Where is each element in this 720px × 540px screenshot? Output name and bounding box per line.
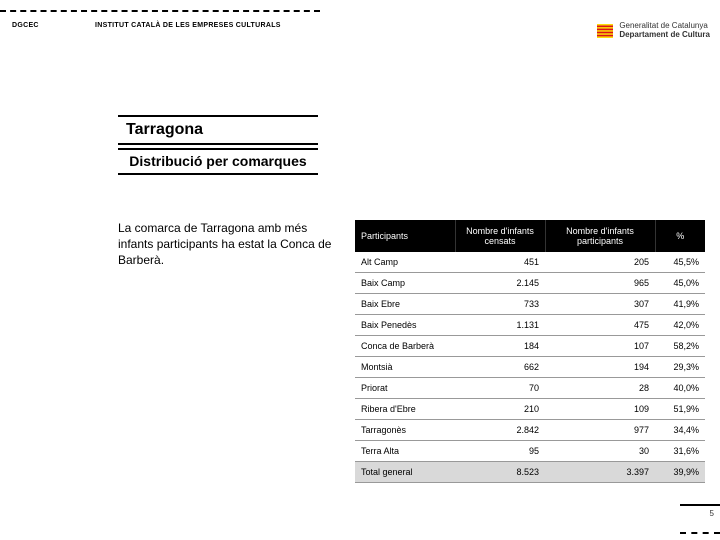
table-row: Terra Alta953031,6% [355,441,705,462]
table-cell: 451 [455,252,545,273]
table-cell: 51,9% [655,399,705,420]
table-cell: 58,2% [655,336,705,357]
table-cell: 70 [455,378,545,399]
header-left-code: DGCEC [0,22,55,29]
table-row: Baix Camp2.14596545,0% [355,273,705,294]
table-cell: 29,3% [655,357,705,378]
gencat-logo: Generalitat de Catalunya Departament de … [597,22,710,40]
title-text: Tarragona [126,121,310,139]
top-dashed-border [0,10,320,12]
th-percent: % [655,220,705,252]
body-paragraph: La comarca de Tarragona amb més infants … [118,220,338,269]
table-cell: 45,5% [655,252,705,273]
title-box: Tarragona [118,115,318,145]
th-infants-participants: Nombre d'infants participants [545,220,655,252]
table-cell: 28 [545,378,655,399]
table-cell: 109 [545,399,655,420]
table-row: Tarragonès2.84297734,4% [355,420,705,441]
subtitle-box: Distribució per comarques [118,148,318,175]
senyera-icon [597,24,613,38]
table-row: Ribera d'Ebre21010951,9% [355,399,705,420]
comarques-table: Participants Nombre d'infants censats No… [355,220,705,483]
table-row: Conca de Barberà18410758,2% [355,336,705,357]
table-total-cell: 8.523 [455,462,545,483]
table-cell: 41,9% [655,294,705,315]
table-cell: Conca de Barberà [355,336,455,357]
table-cell: 194 [545,357,655,378]
table-cell: Baix Ebre [355,294,455,315]
table-total-cell: 39,9% [655,462,705,483]
table-row: Baix Ebre73330741,9% [355,294,705,315]
table-row: Montsià66219429,3% [355,357,705,378]
table-cell: Montsià [355,357,455,378]
table-cell: 31,6% [655,441,705,462]
table-header-row: Participants Nombre d'infants censats No… [355,220,705,252]
table-cell: 2.842 [455,420,545,441]
table-cell: 210 [455,399,545,420]
header: DGCEC INSTITUT CATALÀ DE LES EMPRESES CU… [0,22,720,52]
table-cell: 42,0% [655,315,705,336]
table-cell: Terra Alta [355,441,455,462]
table-cell: 1.131 [455,315,545,336]
th-censats: Nombre d'infants censats [455,220,545,252]
table-cell: 475 [545,315,655,336]
table-cell: 184 [455,336,545,357]
table-cell: Alt Camp [355,252,455,273]
table-row: Alt Camp45120545,5% [355,252,705,273]
table-total-cell: Total general [355,462,455,483]
header-institute: INSTITUT CATALÀ DE LES EMPRESES CULTURAL… [55,22,335,30]
subtitle-text: Distribució per comarques [126,153,310,169]
table-cell: Baix Camp [355,273,455,294]
table-cell: Tarragonès [355,420,455,441]
table-cell: 205 [545,252,655,273]
gencat-line2: Departament de Cultura [619,31,710,40]
table-cell: 30 [545,441,655,462]
th-participants: Participants [355,220,455,252]
table-cell: 977 [545,420,655,441]
table-total-row: Total general8.5233.39739,9% [355,462,705,483]
table-cell: Baix Penedès [355,315,455,336]
table-cell: 2.145 [455,273,545,294]
table-total-cell: 3.397 [545,462,655,483]
table-cell: 733 [455,294,545,315]
table-cell: 107 [545,336,655,357]
table-row: Priorat702840,0% [355,378,705,399]
table-cell: 662 [455,357,545,378]
table-cell: 95 [455,441,545,462]
table-cell: 307 [545,294,655,315]
table-row: Baix Penedès1.13147542,0% [355,315,705,336]
table-cell: 965 [545,273,655,294]
table-cell: 45,0% [655,273,705,294]
page-number: 5 [710,509,714,518]
table-cell: 40,0% [655,378,705,399]
footer-dash [680,532,720,534]
gencat-text: Generalitat de Catalunya Departament de … [619,22,710,40]
footer-line [680,504,720,506]
table-cell: Priorat [355,378,455,399]
table-cell: 34,4% [655,420,705,441]
table-cell: Ribera d'Ebre [355,399,455,420]
